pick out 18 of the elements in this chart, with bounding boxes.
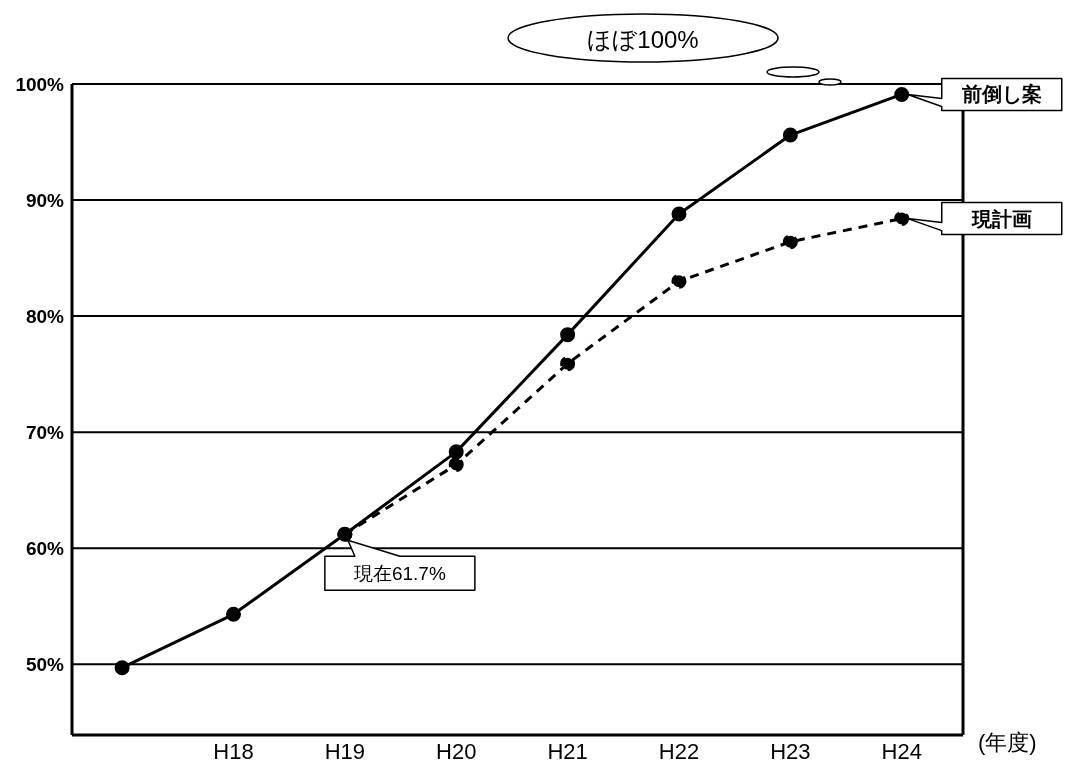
x-tick-label: H22: [658, 738, 700, 764]
text: ほぼ100%: [586, 25, 700, 55]
y-tick-label: 70%: [25, 421, 65, 443]
y-tick-label: 100%: [15, 73, 65, 95]
x-tick-label: H21: [547, 738, 588, 764]
x-tick-label: H19: [324, 738, 366, 764]
x-tick-label: H18: [213, 738, 254, 764]
y-tick-label: 80%: [25, 305, 65, 327]
y-tick-label: 90%: [25, 189, 65, 211]
y-tick-label: 60%: [25, 537, 65, 559]
text: 現計画: [970, 207, 1032, 230]
x-tick-label: H24: [881, 738, 922, 764]
x-tick-label: H20: [436, 738, 477, 764]
y-tick-label: 50%: [25, 653, 65, 675]
annotation: 現在61.7%: [353, 563, 446, 585]
text: 前倒し案: [960, 83, 1042, 106]
x-axis-title: (年度): [978, 729, 1037, 757]
x-tick-label: H23: [770, 738, 811, 764]
